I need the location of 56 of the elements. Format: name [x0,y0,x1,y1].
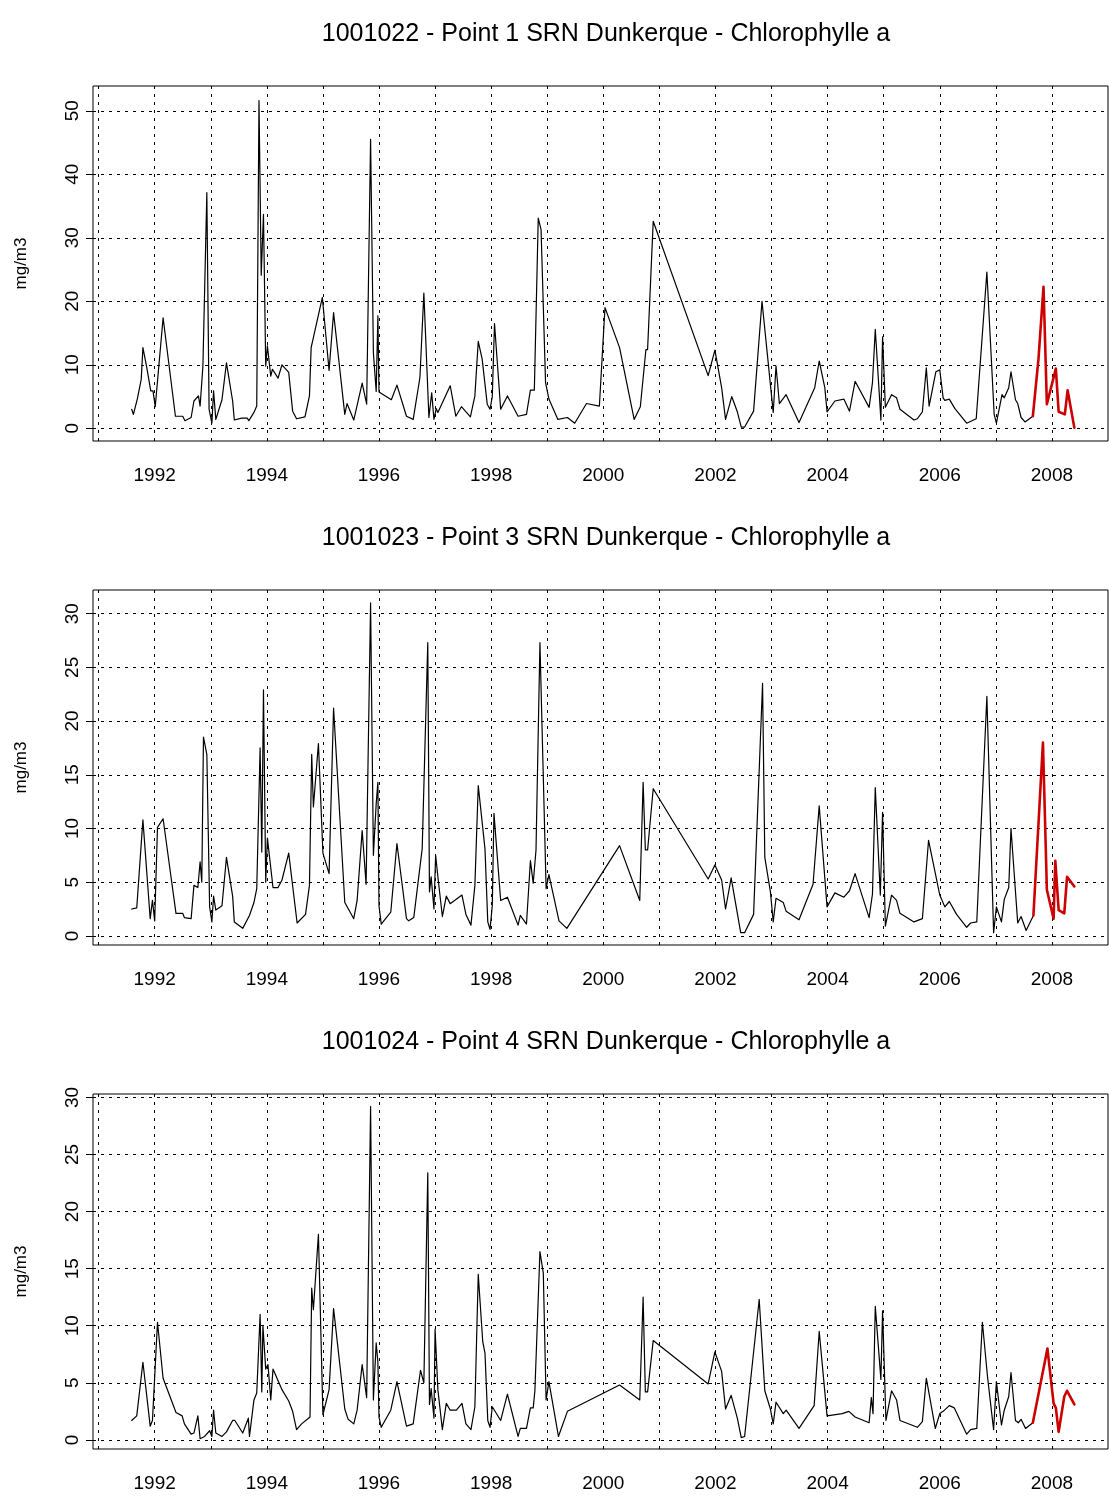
x-tick-label: 1992 [133,968,176,989]
y-axis-title: mg/m3 [11,1245,30,1298]
x-tick-label: 2006 [918,1472,961,1493]
x-tick-label: 2004 [806,968,850,989]
y-tick-label: 0 [61,930,82,942]
y-tick-label: 20 [61,1201,82,1223]
y-tick-label: 10 [61,1315,82,1337]
line-series [1032,741,1076,920]
x-tick-label: 2000 [582,464,625,485]
x-tick-label: 1994 [245,1472,289,1493]
y-axis-title: mg/m3 [11,741,30,794]
chart-title: 1001022 - Point 1 SRN Dunkerque - Chlorophylle a [321,17,891,46]
y-tick-label: 10 [61,817,82,840]
y-tick-label: 30 [61,603,82,625]
x-tick-label: 2008 [1030,464,1074,485]
y-axis-title: mg/m3 [11,237,30,290]
y-tick-label: 20 [61,710,82,732]
x-tick-label: 2000 [582,1472,625,1493]
x-tick-label: 2006 [918,968,961,989]
y-tick-label: 25 [61,656,82,678]
x-tick-label: 1998 [470,464,513,485]
x-tick-label: 2004 [806,1472,850,1493]
y-tick-label: 40 [61,163,82,185]
y-tick-label: 30 [61,227,82,249]
y-tick-label: 5 [61,876,82,888]
x-tick-label: 2002 [694,968,737,989]
x-tick-label: 1996 [357,968,401,989]
x-tick-label: 2000 [582,968,625,989]
x-tick-label: 2008 [1030,968,1074,989]
y-tick-label: 15 [61,764,82,786]
y-tick-label: 50 [61,100,82,122]
y-tick-label: 5 [61,1377,82,1389]
x-tick-label: 2006 [918,464,961,485]
line-series [1031,285,1076,429]
x-tick-label: 1998 [470,1472,513,1493]
x-tick-label: 2002 [694,1472,737,1493]
x-tick-label: 2002 [694,464,737,485]
y-tick-label: 20 [61,290,82,312]
y-tick-label: 15 [61,1258,82,1280]
y-tick-label: 0 [61,423,82,434]
x-tick-label: 1998 [470,968,513,989]
chart-title: 1001024 - Point 4 SRN Dunkerque - Chlorophylle a [321,1025,891,1054]
x-tick-label: 1996 [357,464,401,485]
y-tick-label: 10 [61,354,82,376]
y-tick-label: 30 [61,1086,82,1108]
x-tick-label: 1994 [245,464,289,485]
x-tick-label: 1996 [357,1472,401,1493]
y-tick-label: 0 [61,1434,82,1446]
x-tick-label: 1992 [133,1472,176,1493]
chart-title: 1001023 - Point 3 SRN Dunkerque - Chlorophylle a [321,521,891,550]
line-series [1031,1347,1076,1434]
x-tick-label: 2004 [806,464,850,485]
x-tick-label: 1994 [245,968,289,989]
x-tick-label: 2008 [1030,1472,1074,1493]
y-tick-label: 25 [61,1143,82,1166]
x-tick-label: 1992 [133,464,176,485]
